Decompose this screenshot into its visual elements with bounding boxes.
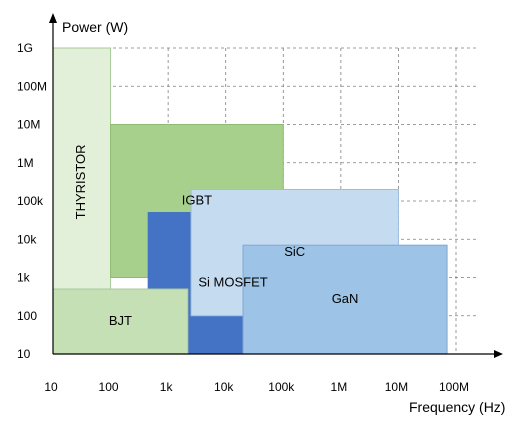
y-tick-label: 100k	[17, 194, 44, 208]
x-tick-label: 100	[99, 380, 119, 394]
regions-layer: THYRISTOR IGBT Si MOSFET SiC GaN BJT	[52, 47, 448, 355]
region-gan	[242, 244, 448, 355]
y-tick-label: 10M	[17, 118, 40, 132]
region-label-gan: GaN	[332, 291, 359, 306]
y-tick-label: 1G	[17, 41, 33, 55]
x-tick-label: 10M	[385, 380, 408, 394]
x-tick-label: 10k	[214, 380, 234, 394]
x-axis-label: Frequency (Hz)	[409, 399, 505, 415]
y-tick-label: 1k	[17, 271, 31, 285]
x-tick-label: 10	[44, 380, 58, 394]
region-label-igbt: IGBT	[182, 192, 212, 207]
y-axis-label: Power (W)	[62, 19, 128, 35]
y-tick-label: 100	[17, 309, 37, 323]
y-tick-label: 1M	[17, 156, 34, 170]
x-tick-label: 1k	[160, 380, 174, 394]
axes	[49, 13, 503, 358]
region-label-si-mosfet: Si MOSFET	[198, 275, 267, 290]
x-axis-arrow	[494, 350, 503, 358]
region-label-thyristor: THYRISTOR	[73, 144, 88, 219]
y-axis-arrow	[49, 13, 57, 23]
region-label-sic: SiC	[284, 244, 305, 259]
tick-labels: 10 100 1k 10k 100k 1M 10M 100M 10 100 1k 10k 100k 1M 1…	[17, 41, 469, 394]
y-tick-label: 100M	[17, 79, 47, 93]
x-tick-label: 100M	[439, 380, 469, 394]
region-label-bjt: BJT	[109, 313, 132, 328]
y-tick-label: 10	[17, 347, 31, 361]
x-tick-label: 1M	[331, 380, 348, 394]
region-bjt	[52, 288, 189, 355]
x-tick-label: 100k	[268, 380, 295, 394]
y-tick-label: 10k	[17, 232, 37, 246]
